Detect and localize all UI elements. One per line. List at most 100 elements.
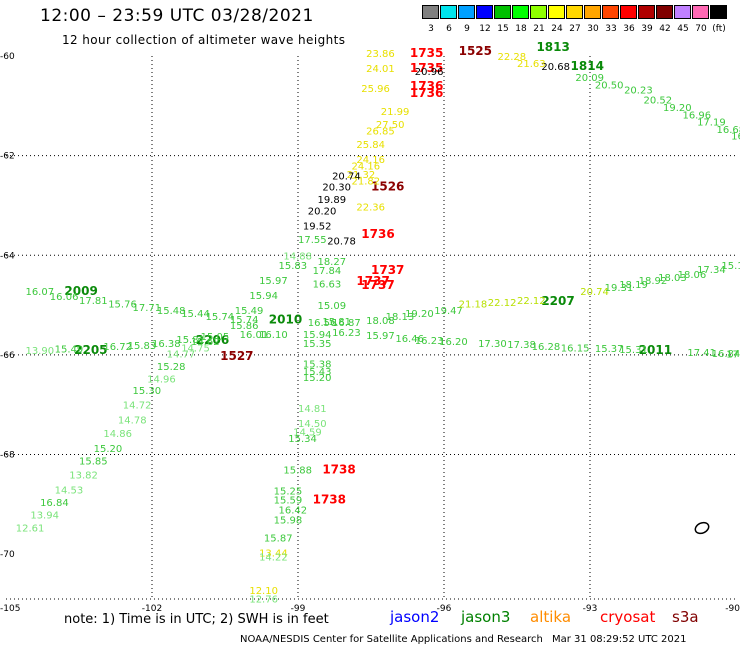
color-scale-swatch [620,5,637,19]
wave-height-value: 20.23 [624,85,653,96]
wave-height-value: 15.86 [230,321,259,332]
wave-height-value: 15.62 [191,337,220,348]
wave-height-value: 15.76 [108,300,137,311]
pass-time-label: 1736 [410,79,443,93]
wave-height-value: 15.74 [206,312,235,323]
wave-height-value: 15.43 [303,367,332,378]
wave-height-value: 18.06 [678,270,707,281]
wave-height-value: 22.36 [356,202,385,213]
satellite-legend-cryosat: cryosat [600,608,656,626]
wave-height-value: 19.47 [434,306,463,317]
wave-height-value: 15.85 [79,456,108,467]
wave-height-value: 14.96 [147,374,176,385]
x-tick-label: -99 [291,604,306,614]
footer-note: note: 1) Time is in UTC; 2) SWH is in fe… [64,612,329,627]
wave-height-value: 14.75 [181,343,210,354]
pass-time-label: 1813 [536,40,569,54]
wave-height-value: 16.38 [152,339,181,350]
color-scale-swatch [440,5,457,19]
wave-height-value: 15.30 [133,386,162,397]
wave-height-value: 16.42 [279,505,308,516]
wave-height-value: 14.78 [118,416,147,427]
wave-height-value: 17.19 [697,118,726,129]
pass-time-label: 1525 [459,44,492,58]
wave-height-value: 25.84 [356,140,385,151]
wave-height-value: 20.50 [595,80,624,91]
wave-height-value: 17.55 [298,235,327,246]
wave-height-value: 21.63 [517,59,546,70]
color-scale-swatch [494,5,511,19]
wave-height-value: 17.38 [507,340,536,351]
color-scale-swatch [692,5,709,19]
wave-height-value: 22.12 [517,296,546,307]
wave-height-value: 15.37 [595,344,624,355]
wave-height-value: 25.96 [361,84,390,95]
wave-height-value: 15.44 [181,309,210,320]
wave-height-value: 17.30 [478,339,507,350]
wave-height-value: 16.87 [332,318,361,329]
wave-height-value: 12.61 [16,524,45,535]
wave-height-value: 24.16 [356,155,385,166]
wave-height-value: 14.86 [103,429,132,440]
color-scale-label: 27 [569,24,581,34]
wave-height-value: 17.00 [726,349,740,360]
pass-time-label: 1738 [322,462,355,476]
generated-timestamp: Mar 31 08:29:52 UTC 2021 [552,634,687,645]
wave-height-value: 22.12 [488,298,517,309]
credit-line: NOAA/NESDIS Center for Satellite Applica… [240,634,543,645]
wave-height-value: 17.81 [79,296,108,307]
color-scale-label: 70 [695,24,707,34]
color-scale-label: 39 [641,24,653,34]
color-scale-label: 3 [428,24,434,34]
wave-height-value: 15.87 [264,534,293,545]
wave-height-value: 23.86 [366,49,395,60]
wave-height-value: 17.71 [133,303,162,314]
x-tick-label: -102 [142,604,162,614]
wave-height-value: 14.77 [167,349,196,360]
wave-height-value: 20.20 [308,206,337,217]
wave-height-value: 19.20 [663,103,692,114]
wave-height-value: 14.72 [123,401,152,412]
pass-time-label: 1735 [410,61,443,75]
wave-height-value: 15.15 [721,261,740,272]
wave-height-value: 15.88 [283,465,312,476]
wave-height-labels: 1735 1525 18131814173517361736152617361737… [16,40,740,605]
color-scale-swatch [584,5,601,19]
wave-height-value: 15.94 [249,291,278,302]
pass-time-label: 1737 [356,274,389,288]
x-tick-label: -96 [437,604,452,614]
wave-height-value: 14.88 [283,251,312,262]
wave-height-value: 20.78 [327,236,356,247]
wave-height-value: 21.18 [459,300,488,311]
wave-height-value: 15.20 [303,373,332,384]
pass-time-label: 2010 [269,313,302,327]
wave-height-value: 16.07 [25,287,54,298]
y-tick-label: -70 [0,550,15,560]
wave-height-value: 14.22 [259,553,288,564]
wave-height-value: 18.19 [619,280,648,291]
wave-height-value: 16.46 [395,334,424,345]
wave-height-value: 15.81 [322,317,351,328]
y-tick-label: -68 [0,451,15,461]
satellite-legend-jason2: jason2 [390,608,440,626]
wave-height-value: 16.01 [240,330,269,341]
wave-height-value: 15.20 [94,444,123,455]
color-scale-swatch [422,5,439,19]
color-scale-swatch [566,5,583,19]
pass-time-label: 1736 [361,227,394,241]
wave-height-value: 12.10 [249,586,278,597]
wave-height-value: 15.83 [279,261,308,272]
wave-height-value: 21.82 [352,177,381,188]
color-scale-label: 24 [551,24,563,34]
color-scale-swatch [710,5,727,19]
wave-height-value: 22.28 [498,52,527,63]
color-scale-swatch [548,5,565,19]
wave-height-value: 15.98 [274,515,303,526]
wave-height-value: 16.63 [313,280,342,291]
wave-height-value: 18.27 [317,257,346,268]
map-title: 12:00 – 23:59 UTC 03/28/2021 [40,6,314,26]
color-scale-label: 9 [464,24,470,34]
color-scale-label: 42 [659,24,671,34]
color-scale-swatch [656,5,673,19]
